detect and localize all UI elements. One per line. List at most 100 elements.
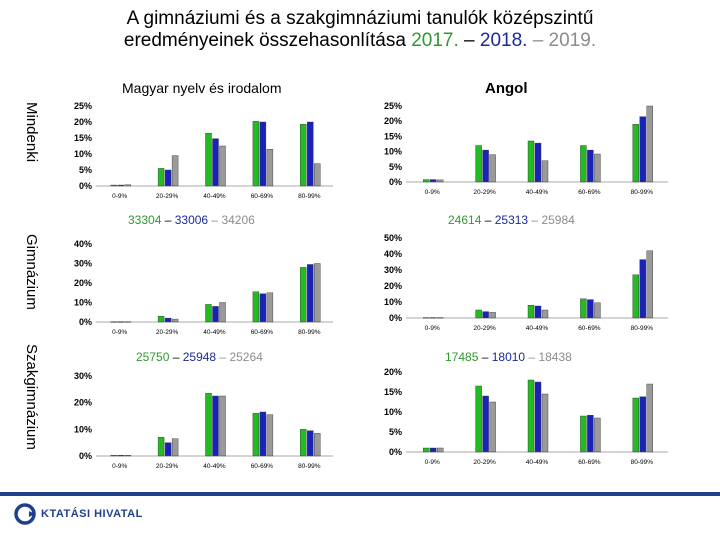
bar-60-69%-series-1 bbox=[259, 411, 267, 457]
counts-hungarian-gymnasium: 33304 – 33006 – 34206 bbox=[128, 213, 255, 227]
count-sep: – bbox=[481, 213, 495, 227]
y-tick-label: 5% bbox=[79, 165, 92, 175]
x-tick-label: 80-99% bbox=[631, 325, 654, 332]
y-tick-label: 5% bbox=[389, 427, 402, 437]
bar-60-69%-series-2 bbox=[266, 414, 274, 457]
y-tick-label: 30% bbox=[74, 371, 92, 381]
chart-hungarian-gymnasium: 0% 10% 20% 30% 40% 0-9% 20-29% 40-49% 60-69% 80-9… bbox=[74, 239, 333, 336]
count-2017: 24614 bbox=[448, 213, 482, 227]
bar-60-69%-series-1 bbox=[259, 293, 267, 323]
bar-80-99%-series-2 bbox=[646, 250, 653, 319]
count-sep: – bbox=[161, 213, 175, 227]
title-line-1: A gimnáziumi és a szakgimnáziumi tanulók… bbox=[126, 8, 594, 29]
bar-20-29%-series-2 bbox=[489, 401, 496, 453]
x-tick-label: 80-99% bbox=[298, 463, 321, 470]
bar-40-49%-series-1 bbox=[212, 395, 219, 457]
row-label-gymnasium: Gimnázium bbox=[23, 234, 40, 310]
x-tick-label: 40-49% bbox=[526, 459, 549, 466]
count-2018: 25313 bbox=[494, 213, 529, 227]
bar-40-49%-series-2 bbox=[541, 309, 549, 319]
y-tick-label: 40% bbox=[384, 249, 402, 259]
bar-40-49%-series-1 bbox=[212, 138, 219, 187]
bar-20-29%-series-0 bbox=[157, 168, 165, 187]
x-tick-label: 40-49% bbox=[203, 193, 226, 200]
count-sep: – bbox=[478, 350, 492, 364]
x-tick-label: 40-49% bbox=[203, 329, 226, 336]
bar-20-29%-series-2 bbox=[171, 318, 179, 323]
bar-20-29%-series-1 bbox=[164, 169, 172, 187]
bar-40-49%-series-0 bbox=[205, 304, 212, 323]
logo-emblem-icon bbox=[14, 503, 36, 525]
bar-80-99%-series-0 bbox=[300, 124, 307, 187]
bar-0-9%-series-1 bbox=[430, 447, 437, 453]
count-2019: 34206 bbox=[221, 213, 255, 227]
bar-80-99%-series-2 bbox=[314, 433, 321, 457]
bar-80-99%-series-0 bbox=[632, 124, 639, 183]
row-label-everyone: Mindenki bbox=[23, 102, 40, 163]
x-tick-label: 20-29% bbox=[473, 325, 496, 332]
x-tick-label: 20-29% bbox=[473, 189, 496, 196]
y-tick-label: 0% bbox=[79, 451, 92, 461]
y-tick-label: 20% bbox=[384, 281, 402, 291]
y-tick-label: 0% bbox=[389, 177, 402, 187]
bar-20-29%-series-2 bbox=[489, 312, 496, 319]
x-tick-label: 40-49% bbox=[203, 463, 226, 470]
oktatasi-hivatal-logo: KTATÁSI HIVATAL bbox=[14, 503, 143, 525]
x-tick-label: 20-29% bbox=[156, 463, 179, 470]
x-tick-label: 60-69% bbox=[578, 189, 601, 196]
y-tick-label: 20% bbox=[74, 398, 92, 408]
counts-english-gymnasium: 24614 – 25313 – 25984 bbox=[448, 213, 575, 227]
x-tick-label: 60-69% bbox=[578, 459, 601, 466]
count-2019: 25264 bbox=[229, 350, 263, 364]
x-tick-label: 40-49% bbox=[526, 325, 549, 332]
bar-40-49%-series-0 bbox=[527, 140, 535, 183]
y-tick-label: 0% bbox=[79, 317, 92, 327]
x-tick-label: 60-69% bbox=[251, 329, 274, 336]
y-tick-label: 0% bbox=[389, 313, 402, 323]
bar-80-99%-series-0 bbox=[632, 274, 639, 319]
bar-20-29%-series-1 bbox=[482, 149, 489, 183]
x-tick-label: 80-99% bbox=[298, 193, 321, 200]
y-tick-label: 25% bbox=[74, 101, 92, 111]
title-year-2019: 2019. bbox=[548, 30, 597, 51]
bar-60-69%-series-0 bbox=[252, 121, 260, 187]
bar-40-49%-series-0 bbox=[205, 133, 212, 187]
logo-text: KTATÁSI HIVATAL bbox=[41, 508, 143, 520]
y-tick-label: 15% bbox=[384, 387, 402, 397]
bar-60-69%-series-0 bbox=[252, 291, 260, 323]
title-year-2017: 2017. bbox=[411, 30, 459, 51]
bar-40-49%-series-2 bbox=[219, 395, 226, 457]
x-tick-label: 20-29% bbox=[473, 459, 496, 466]
x-tick-label: 80-99% bbox=[631, 459, 654, 466]
bar-80-99%-series-1 bbox=[307, 264, 314, 323]
bar-20-29%-series-0 bbox=[475, 145, 482, 183]
y-tick-label: 20% bbox=[384, 367, 402, 377]
bar-80-99%-series-1 bbox=[639, 259, 646, 319]
bar-20-29%-series-2 bbox=[171, 155, 179, 187]
bar-0-9%-series-1 bbox=[430, 179, 437, 183]
x-tick-label: 60-69% bbox=[251, 463, 274, 470]
bar-80-99%-series-1 bbox=[639, 396, 646, 453]
bar-40-49%-series-1 bbox=[534, 381, 542, 453]
y-tick-label: 5% bbox=[389, 162, 402, 172]
bar-20-29%-series-1 bbox=[164, 442, 172, 457]
bar-40-49%-series-1 bbox=[212, 306, 219, 323]
bar-60-69%-series-2 bbox=[266, 149, 274, 187]
bar-20-29%-series-2 bbox=[171, 438, 179, 457]
bar-40-49%-series-0 bbox=[527, 304, 535, 319]
bar-80-99%-series-2 bbox=[646, 383, 653, 453]
bar-60-69%-series-0 bbox=[580, 145, 587, 183]
y-tick-label: 0% bbox=[389, 447, 402, 457]
count-sep: – bbox=[169, 350, 183, 364]
chart-english-everyone: 0% 5% 10% 15% 20% 25% 0-9% 20-29% 40-49% 60-69% 80… bbox=[384, 101, 668, 196]
x-tick-label: 60-69% bbox=[578, 325, 601, 332]
counts-hungarian-vocational: 25750 – 25948 – 25264 bbox=[136, 350, 263, 364]
y-tick-label: 20% bbox=[74, 278, 92, 288]
bar-60-69%-series-0 bbox=[580, 298, 587, 319]
y-tick-label: 10% bbox=[74, 424, 92, 434]
bar-60-69%-series-0 bbox=[580, 415, 587, 453]
bar-80-99%-series-0 bbox=[300, 429, 307, 457]
bar-0-9%-series-2 bbox=[436, 179, 444, 183]
bar-60-69%-series-1 bbox=[587, 299, 594, 319]
count-sep: – bbox=[525, 350, 539, 364]
